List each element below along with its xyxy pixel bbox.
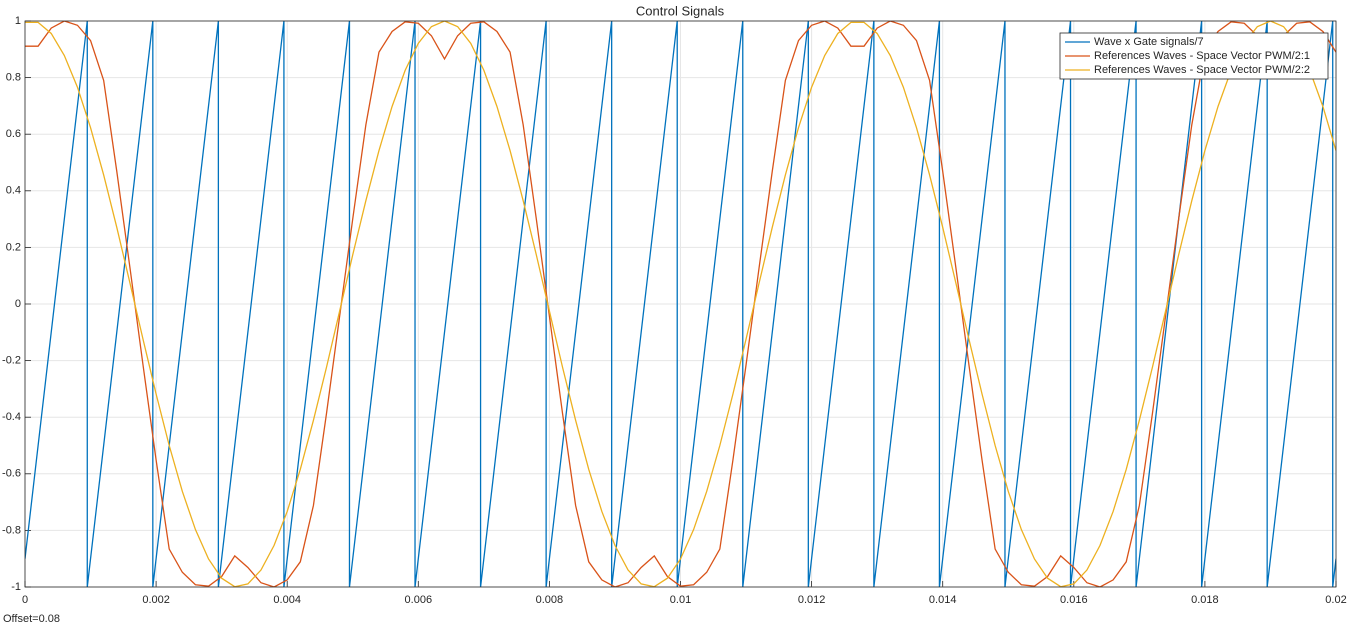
lines <box>25 21 1336 587</box>
y-tick-label: 0.8 <box>6 72 21 84</box>
y-tick-label: 0 <box>15 298 21 310</box>
annotation: Offset=0.08 <box>3 613 60 625</box>
x-tick-label: 0.004 <box>273 594 301 606</box>
x-tick-label: 0.018 <box>1191 594 1219 606</box>
x-tick-label: 0.02 <box>1325 594 1346 606</box>
y-tick-label: -0.8 <box>2 524 21 536</box>
x-tick-label: 0.014 <box>929 594 957 606</box>
y-tick-label: -0.4 <box>2 411 21 423</box>
x-tick-label: 0.016 <box>1060 594 1088 606</box>
y-tick-label: 1 <box>15 15 21 27</box>
series-line <box>25 21 1336 587</box>
legend-label: References Waves - Space Vector PWM/2:2 <box>1094 64 1310 76</box>
y-tick-label: 0.2 <box>6 241 21 253</box>
legend-box <box>1059 32 1329 80</box>
series-line <box>25 21 1336 587</box>
x-tick-label: 0.006 <box>405 594 433 606</box>
x-tick-label: 0.002 <box>142 594 170 606</box>
grid <box>24 20 1337 588</box>
x-tick-label: 0.008 <box>536 594 564 606</box>
chart-title: Control Signals <box>636 3 725 18</box>
x-tick-label: 0.01 <box>670 594 691 606</box>
y-tick-label: 0.4 <box>6 185 21 197</box>
x-tick-label: 0 <box>22 594 28 606</box>
legend: Wave x Gate signals/7 References Waves - … <box>1059 32 1329 80</box>
y-tick-label: -0.2 <box>2 355 21 367</box>
legend-label: References Waves - Space Vector PWM/2:1 <box>1094 50 1310 62</box>
y-tick-label: -1 <box>11 581 21 593</box>
y-tick-label: 0.6 <box>6 128 21 140</box>
axes-box <box>24 20 1337 588</box>
y-tick-label: -0.6 <box>2 468 21 480</box>
series-line <box>25 21 1336 587</box>
legend-label: Wave x Gate signals/7 <box>1094 36 1204 48</box>
x-tick-label: 0.012 <box>798 594 826 606</box>
